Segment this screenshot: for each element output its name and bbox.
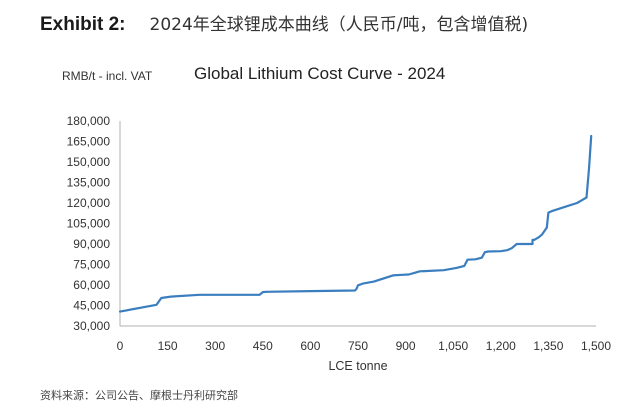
x-tick-label: 0 xyxy=(117,339,124,353)
x-tick-label: 150 xyxy=(158,339,178,353)
x-tick-label: 450 xyxy=(253,339,273,353)
x-axis-ticks: 0 150 300 450 600 750 900 1,050 1,200 1,350 1,500 xyxy=(117,339,612,353)
y-tick-label: 105,000 xyxy=(67,217,111,231)
x-tick-label: 1,500 xyxy=(581,339,611,353)
x-tick-label: 900 xyxy=(396,339,416,353)
exhibit-header: Exhibit 2: 2024年全球锂成本曲线（人民币/吨，包含增值税) xyxy=(40,10,528,36)
y-axis-ticks: 30,000 45,000 60,000 75,000 90,000 105,000 120… xyxy=(67,114,111,333)
x-tick-label: 1,200 xyxy=(486,339,516,353)
cost-curve-chart: 30,000 45,000 60,000 75,000 90,000 105,000 120… xyxy=(67,114,612,373)
x-tick-label: 600 xyxy=(300,339,320,353)
x-tick-label: 1,050 xyxy=(438,339,468,353)
y-tick-label: 120,000 xyxy=(67,196,111,210)
y-tick-label: 90,000 xyxy=(73,237,110,251)
x-tick-label: 300 xyxy=(205,339,225,353)
y-tick-label: 135,000 xyxy=(67,176,111,190)
exhibit-title: 2024年全球锂成本曲线（人民币/吨，包含增值税) xyxy=(149,15,529,35)
source-note: 资料来源：公司公告、摩根士丹利研究部 xyxy=(40,389,238,402)
x-axis-label: LCE tonne xyxy=(328,359,387,373)
y-tick-label: 60,000 xyxy=(73,278,110,292)
y-tick-label: 75,000 xyxy=(73,258,110,272)
chart-title: Global Lithium Cost Curve - 2024 xyxy=(194,64,446,83)
y-tick-label: 30,000 xyxy=(73,319,110,333)
y-tick-label: 45,000 xyxy=(73,299,110,313)
y-unit-label: RMB/t - incl. VAT xyxy=(62,69,153,83)
series-line-cost-curve xyxy=(118,134,593,313)
x-tick-label: 750 xyxy=(348,339,368,353)
x-tick-label: 1,350 xyxy=(533,339,563,353)
y-tick-label: 165,000 xyxy=(67,135,111,149)
exhibit-label: Exhibit 2: xyxy=(40,14,126,35)
y-tick-label: 150,000 xyxy=(67,155,111,169)
y-tick-label: 180,000 xyxy=(67,114,111,128)
